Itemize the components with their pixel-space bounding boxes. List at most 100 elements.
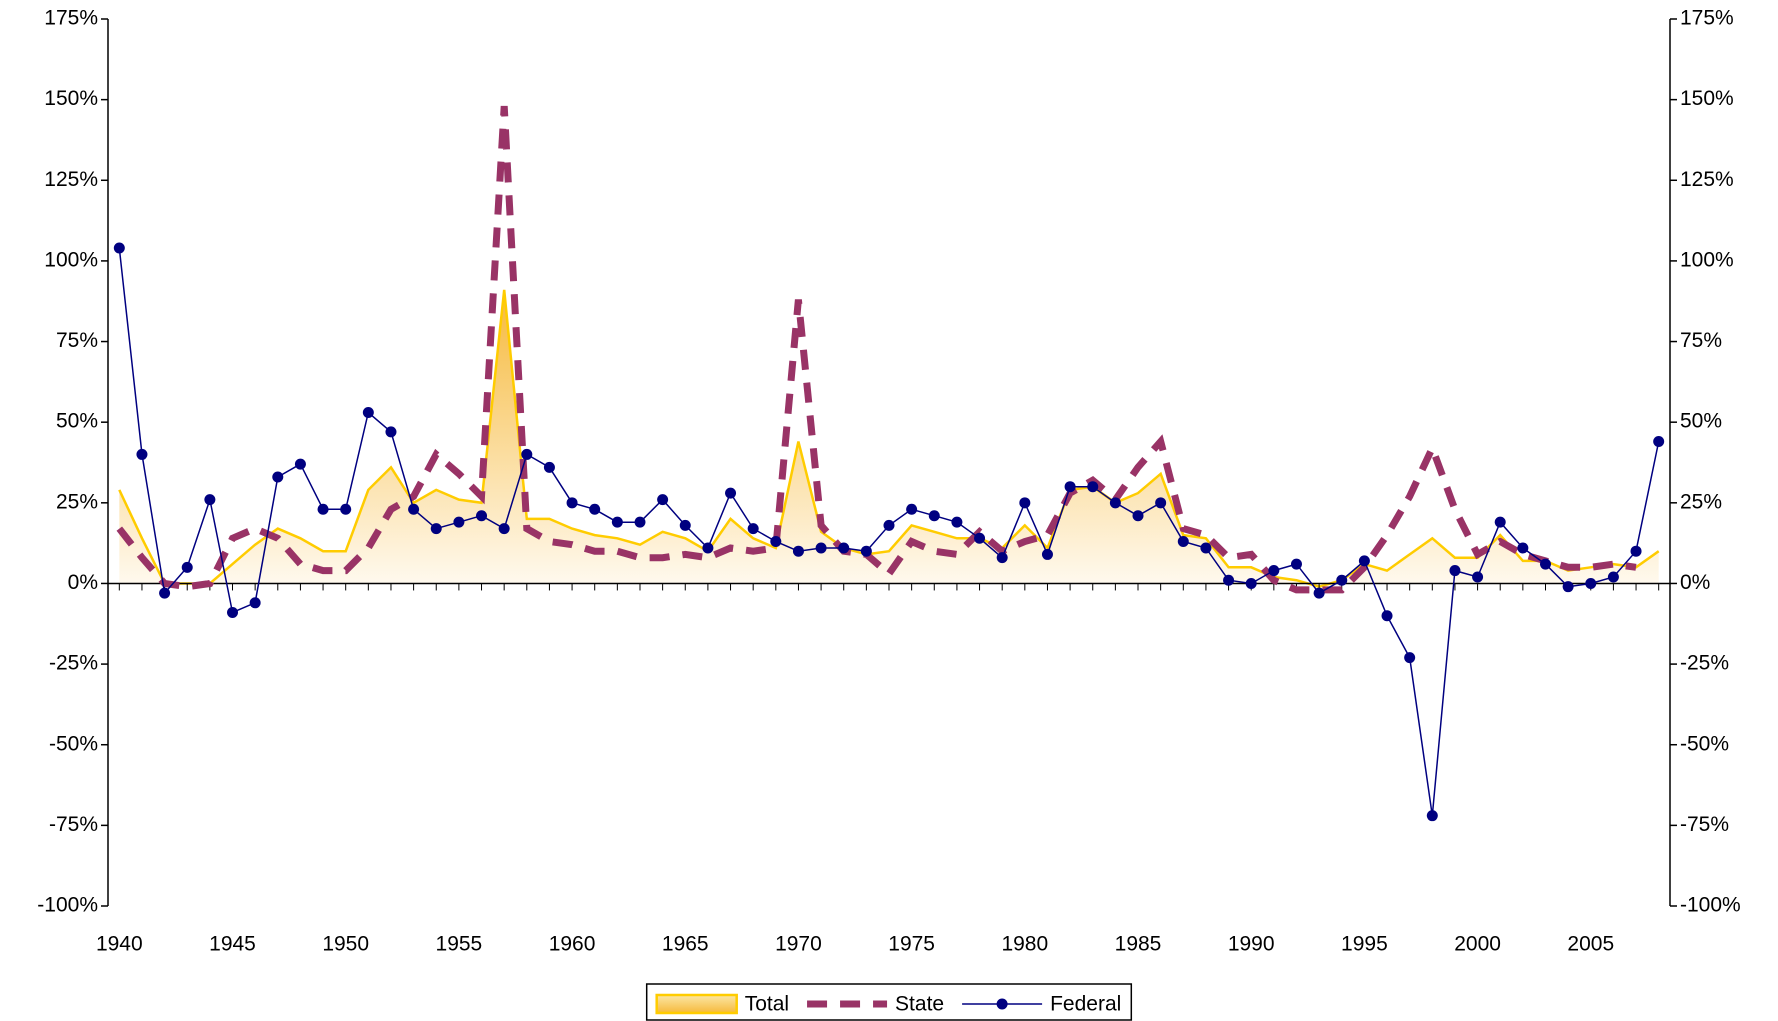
y-tick-label: 125% <box>44 168 98 191</box>
marker <box>249 597 261 609</box>
marker <box>1607 571 1619 583</box>
marker <box>1517 542 1529 554</box>
marker <box>747 523 759 535</box>
marker <box>476 510 488 522</box>
marker <box>725 487 737 499</box>
marker <box>883 519 895 531</box>
marker <box>928 510 940 522</box>
marker <box>634 516 646 528</box>
y-tick-label: 25% <box>56 490 98 513</box>
marker <box>679 519 691 531</box>
legend-swatch <box>655 993 738 1015</box>
y-tick-label: 100% <box>44 248 98 271</box>
x-tick-label: 1960 <box>549 933 596 956</box>
marker <box>1109 497 1121 509</box>
marker <box>1155 497 1167 509</box>
y-tick-label: 175% <box>44 7 98 30</box>
area-line <box>118 289 1660 589</box>
y-tick-label: 50% <box>56 410 98 433</box>
marker <box>1177 536 1189 548</box>
marker <box>1630 545 1642 557</box>
x-tick-label: 2005 <box>1567 933 1614 956</box>
marker <box>272 471 284 483</box>
marker <box>657 494 669 506</box>
marker <box>1132 510 1144 522</box>
marker <box>589 503 601 515</box>
marker <box>566 497 578 509</box>
y2-tick-label: 75% <box>1680 329 1722 352</box>
x-tick-label: 1965 <box>662 933 709 956</box>
marker <box>294 458 306 470</box>
marker <box>974 532 986 544</box>
marker <box>1336 574 1348 586</box>
marker <box>906 503 918 515</box>
marker <box>1585 577 1597 589</box>
marker <box>1449 565 1461 577</box>
marker <box>453 516 465 528</box>
marker <box>521 448 533 460</box>
marker <box>815 542 827 554</box>
y-tick-label: -100% <box>37 894 98 917</box>
x-tick-label: 1990 <box>1228 933 1275 956</box>
legend-label: Total <box>745 993 789 1016</box>
y-tick-label: -50% <box>49 732 98 755</box>
marker <box>498 523 510 535</box>
x-tick-label: 1985 <box>1115 933 1162 956</box>
marker <box>792 545 804 557</box>
marker <box>611 516 623 528</box>
marker <box>1358 555 1370 567</box>
y2-tick-label: -50% <box>1680 732 1729 755</box>
x-tick-label: 1975 <box>888 933 935 956</box>
marker <box>385 426 397 438</box>
y2-tick-label: 50% <box>1680 410 1722 433</box>
x-tick-label: 2000 <box>1454 933 1501 956</box>
marker <box>1539 558 1551 570</box>
marker <box>702 542 714 554</box>
y2-tick-label: 125% <box>1680 168 1734 191</box>
marker <box>1381 610 1393 622</box>
marker <box>1313 587 1325 599</box>
marker <box>543 461 555 473</box>
marker <box>1494 516 1506 528</box>
legend: Total State Federal <box>645 983 1133 1021</box>
y-tick-label: 75% <box>56 329 98 352</box>
marker <box>227 606 239 618</box>
y2-tick-label: -100% <box>1680 894 1741 917</box>
y2-tick-label: 0% <box>1680 571 1710 594</box>
marker <box>317 503 329 515</box>
marker <box>1404 652 1416 664</box>
marker <box>159 587 171 599</box>
marker <box>1200 542 1212 554</box>
marker <box>1223 574 1235 586</box>
x-tick-label: 1995 <box>1341 933 1388 956</box>
marker <box>1562 581 1574 593</box>
marker <box>1041 548 1053 560</box>
marker <box>860 545 872 557</box>
marker <box>181 561 193 573</box>
marker <box>1268 565 1280 577</box>
legend-label: Federal <box>1050 993 1121 1016</box>
y2-tick-label: 100% <box>1680 248 1734 271</box>
marker <box>1472 571 1484 583</box>
marker <box>838 542 850 554</box>
marker <box>136 448 148 460</box>
y-tick-label: -75% <box>49 813 98 836</box>
marker <box>430 523 442 535</box>
plot-area: -100% -75% -50% -25% 0% 25% 50% 75% 100% 125% 150%… <box>37 7 1740 956</box>
marker <box>362 407 374 419</box>
marker <box>1064 481 1076 493</box>
marker <box>340 503 352 515</box>
marker <box>1653 436 1665 448</box>
y-tick-label: -25% <box>49 652 98 675</box>
marker <box>1019 497 1031 509</box>
marker <box>113 242 125 254</box>
x-tick-label: 1955 <box>436 933 483 956</box>
marker <box>996 552 1008 564</box>
y-tick-label: 0% <box>68 571 98 594</box>
marker <box>1426 810 1438 822</box>
marker <box>1087 481 1099 493</box>
marker <box>204 494 216 506</box>
y2-tick-label: -25% <box>1680 652 1729 675</box>
x-tick-label: 1945 <box>209 933 256 956</box>
